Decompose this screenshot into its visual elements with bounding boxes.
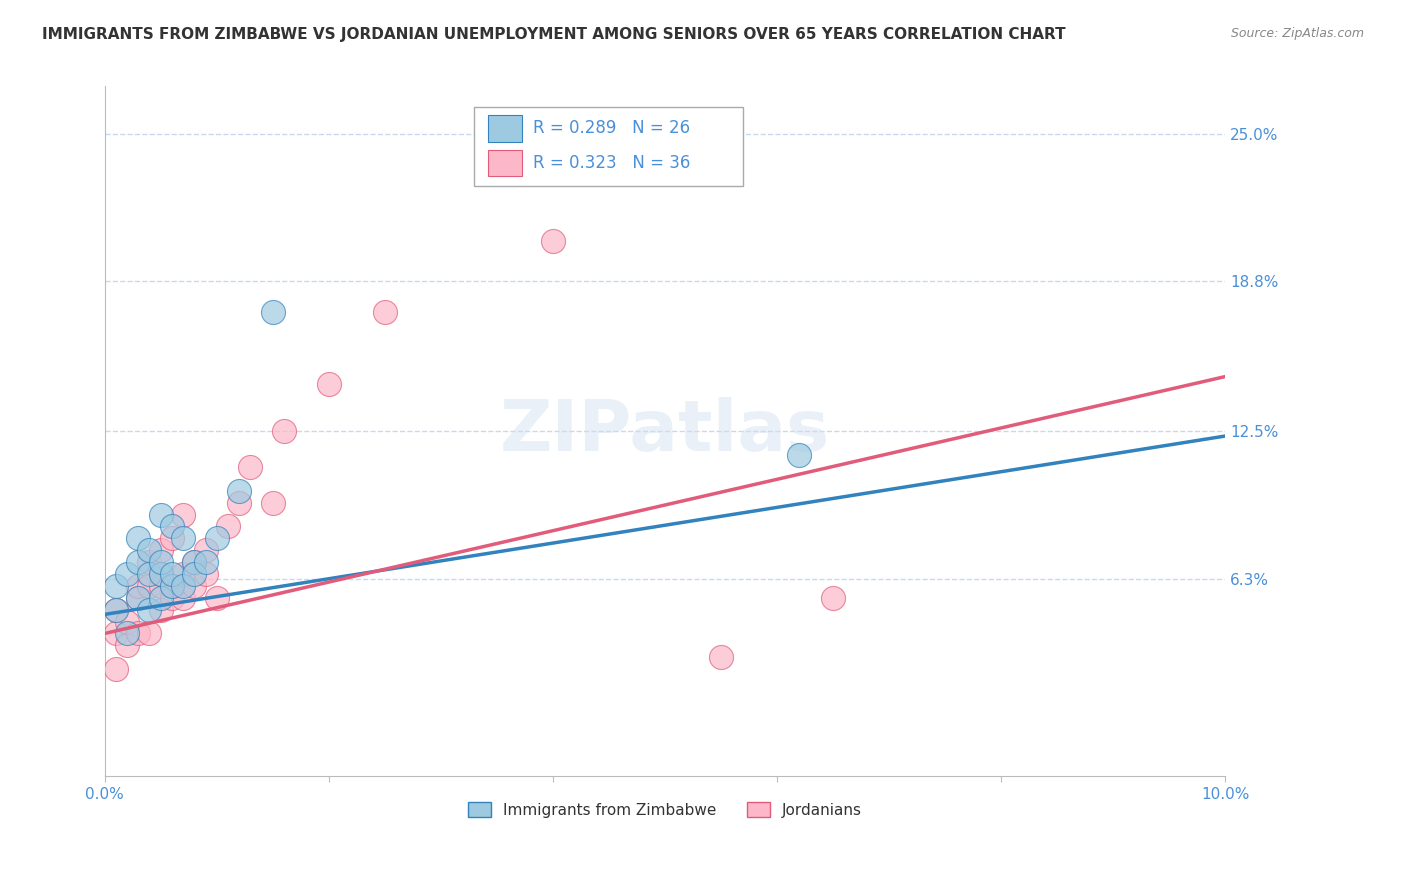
Point [160,579,183,593]
Point [172,531,194,545]
Point [149,508,172,522]
Point [138,543,160,558]
Point [318,376,340,391]
Point [710,650,733,665]
Point [115,638,138,652]
Point [183,555,205,569]
Point [205,531,228,545]
Point [115,626,138,640]
Point [104,662,127,676]
Point [228,483,250,498]
Point [127,531,149,545]
Point [104,579,127,593]
Point [374,305,396,319]
FancyBboxPatch shape [488,150,522,176]
Point [127,555,149,569]
Point [104,602,127,616]
Point [115,615,138,629]
Point [138,566,160,581]
Point [160,579,183,593]
Point [273,424,295,438]
Point [127,591,149,605]
Point [138,579,160,593]
Point [823,591,845,605]
Point [138,626,160,640]
Point [205,591,228,605]
Point [183,579,205,593]
Point [262,305,284,319]
Text: ZIPatlas: ZIPatlas [501,397,830,466]
Point [194,543,217,558]
Point [149,543,172,558]
Point [138,555,160,569]
Text: Source: ZipAtlas.com: Source: ZipAtlas.com [1230,27,1364,40]
Legend: Immigrants from Zimbabwe, Jordanians: Immigrants from Zimbabwe, Jordanians [461,796,868,823]
Point [194,555,217,569]
Point [104,626,127,640]
Text: IMMIGRANTS FROM ZIMBABWE VS JORDANIAN UNEMPLOYMENT AMONG SENIORS OVER 65 YEARS C: IMMIGRANTS FROM ZIMBABWE VS JORDANIAN UN… [42,27,1066,42]
Point [138,602,160,616]
Point [127,591,149,605]
Point [239,459,262,474]
Text: R = 0.289   N = 26: R = 0.289 N = 26 [533,120,690,137]
Point [149,555,172,569]
Point [160,519,183,533]
FancyBboxPatch shape [488,115,522,142]
Point [115,566,138,581]
FancyBboxPatch shape [474,107,744,186]
Point [172,508,194,522]
Point [149,566,172,581]
Point [228,495,250,509]
Point [172,591,194,605]
Point [160,566,183,581]
Point [789,448,811,462]
Point [183,555,205,569]
Point [149,579,172,593]
Point [194,566,217,581]
Point [172,579,194,593]
Point [127,626,149,640]
Point [104,602,127,616]
Point [262,495,284,509]
Point [541,234,564,248]
Point [172,566,194,581]
Point [183,566,205,581]
Point [149,566,172,581]
Point [127,579,149,593]
Point [149,591,172,605]
Point [160,591,183,605]
Point [217,519,239,533]
Point [149,602,172,616]
Text: R = 0.323   N = 36: R = 0.323 N = 36 [533,154,690,172]
Point [160,531,183,545]
